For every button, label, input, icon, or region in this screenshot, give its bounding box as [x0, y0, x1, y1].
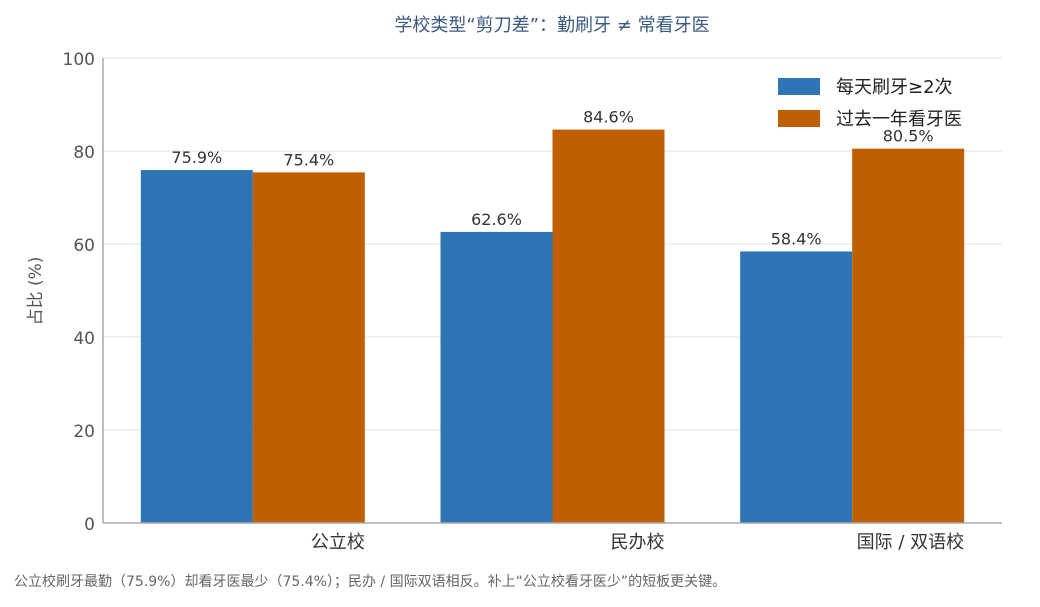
y-tick-label: 0	[84, 515, 95, 535]
bar	[852, 148, 965, 524]
x-category-label: 国际 / 双语校	[857, 532, 965, 553]
y-axis-ticks: 0 20 40 60 80 100	[63, 50, 95, 535]
legend-label: 每天刷牙≥2次	[836, 77, 953, 98]
bar	[740, 251, 853, 523]
data-label: 84.6%	[583, 108, 634, 127]
bars	[140, 129, 965, 524]
footnote: 公立校刷牙最勤（75.9%）却看牙医最少（75.4%）；民办 / 国际双语相反。…	[14, 574, 727, 590]
x-category-label: 公立校	[311, 532, 365, 553]
y-tick-label: 40	[73, 329, 95, 349]
x-axis-categories: 公立校 民办校 国际 / 双语校	[311, 532, 964, 553]
x-category-label: 民办校	[611, 532, 665, 553]
bar	[252, 172, 365, 523]
y-tick-label: 80	[73, 143, 95, 163]
y-tick-label: 100	[63, 50, 95, 70]
data-label: 80.5%	[883, 127, 934, 146]
bar	[140, 170, 253, 523]
y-tick-label: 60	[73, 236, 95, 256]
bar-chart: 学校类型“剪刀差”：勤刷牙 ≠ 常看牙医 0 20 40 60 80 100 占比 (%)…	[26, 15, 1002, 553]
bar	[552, 129, 665, 524]
legend-swatch	[778, 110, 820, 127]
data-labels: 75.9% 75.4% 62.6% 84.6% 58.4% 80.5%	[171, 108, 933, 249]
data-label: 75.4%	[283, 150, 334, 169]
legend-swatch	[778, 78, 820, 95]
data-label: 58.4%	[771, 229, 822, 248]
bar	[440, 231, 553, 523]
chart-title: 学校类型“剪刀差”：勤刷牙 ≠ 常看牙医	[394, 15, 709, 36]
data-label: 62.6%	[471, 210, 522, 229]
data-label: 75.9%	[171, 148, 222, 167]
y-axis-label: 占比 (%)	[26, 257, 46, 326]
legend-label: 过去一年看牙医	[836, 109, 962, 130]
y-tick-label: 20	[73, 422, 95, 442]
